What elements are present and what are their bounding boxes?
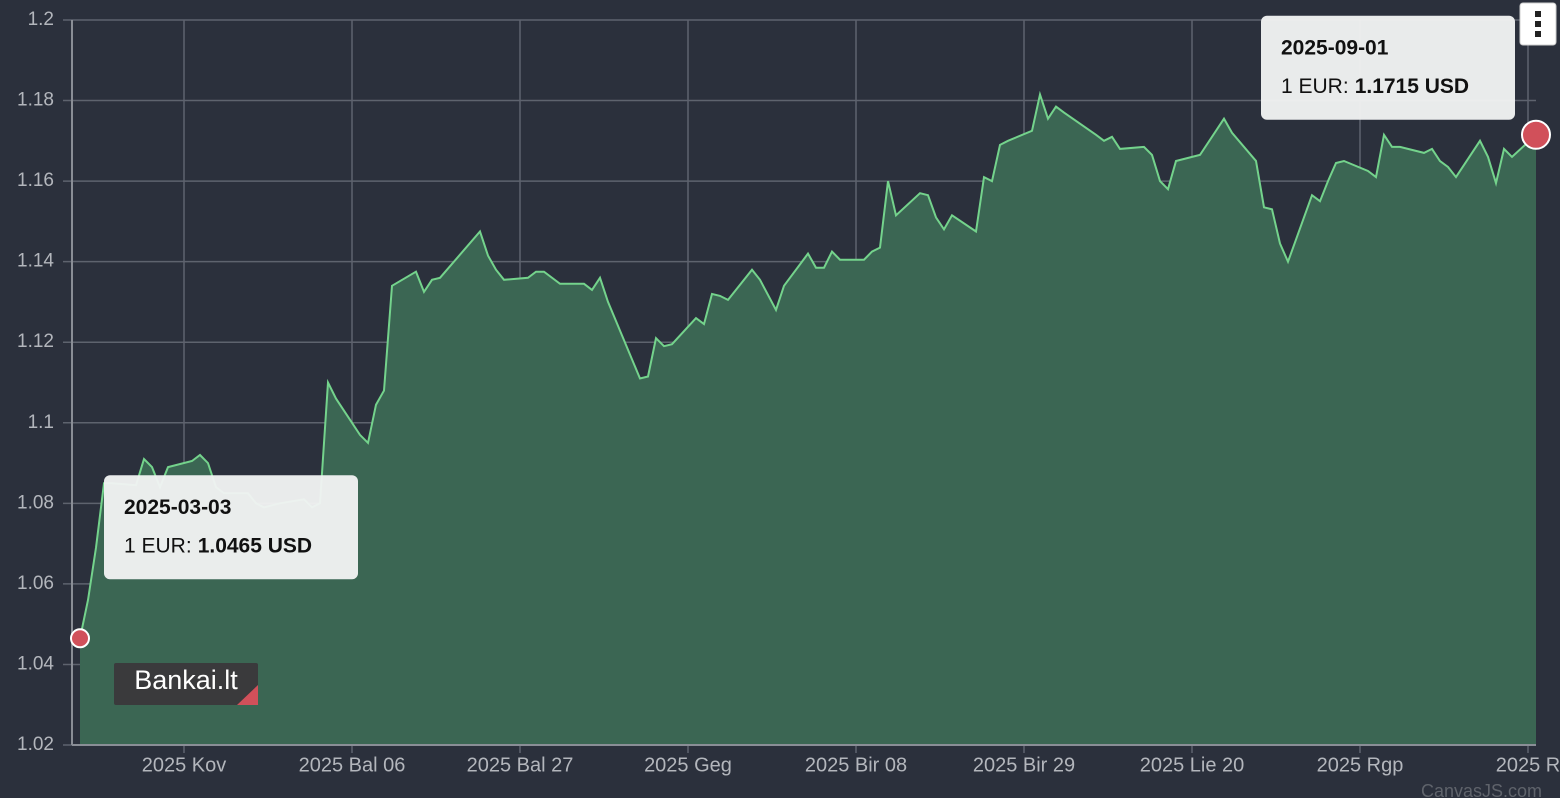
menu-button[interactable] bbox=[1519, 2, 1557, 46]
area bbox=[80, 94, 1536, 745]
point-marker bbox=[1521, 119, 1551, 150]
tooltip-date: 2025-03-03 bbox=[124, 496, 231, 519]
credit: CanvasJS.com bbox=[1421, 781, 1542, 798]
x-tick-label: 2025 Bir 08 bbox=[805, 754, 907, 776]
x-tick-label: 2025 Bal 27 bbox=[467, 754, 574, 776]
tooltip-body: 1 EUR: 1.0465 USD bbox=[124, 534, 312, 557]
menu-dot[interactable] bbox=[1535, 31, 1541, 37]
y-tick-label: 1.06 bbox=[17, 573, 54, 594]
y-tick-label: 1.08 bbox=[17, 492, 54, 513]
point-marker bbox=[70, 628, 90, 649]
menu-dot[interactable] bbox=[1535, 21, 1541, 27]
x-tick-label: 2025 Kov bbox=[142, 754, 227, 776]
watermark-box bbox=[114, 663, 258, 705]
tooltip-value: 1.0465 USD bbox=[198, 534, 312, 557]
tooltip-label: 1 EUR: bbox=[124, 534, 192, 557]
tooltip-value: 1.1715 USD bbox=[1355, 74, 1469, 97]
y-tick-label: 1.12 bbox=[17, 331, 54, 352]
x-tick-label: 2025 Bir 29 bbox=[973, 754, 1075, 776]
y-tick-label: 1.02 bbox=[17, 734, 54, 755]
x-tick-label: 2025 Geg bbox=[644, 754, 732, 776]
y-tick-label: 1.14 bbox=[17, 251, 54, 272]
tooltip-body: 1 EUR: 1.1715 USD bbox=[1281, 74, 1469, 97]
tooltip-box bbox=[1261, 15, 1515, 120]
watermark-corner bbox=[237, 685, 258, 705]
y-tick-label: 1.1 bbox=[28, 412, 54, 433]
y-tick-label: 1.18 bbox=[17, 90, 54, 111]
tooltip: 2025-09-01 1 EUR: 1.1715 USD bbox=[1261, 15, 1515, 120]
y-tick-label: 1.04 bbox=[17, 653, 54, 674]
menu-dot[interactable] bbox=[1535, 11, 1541, 17]
tooltip-date: 2025-09-01 bbox=[1281, 36, 1389, 59]
watermark: Bankai.lt bbox=[134, 665, 238, 695]
tooltip-label: 1 EUR: bbox=[1281, 74, 1349, 97]
tooltip: 2025-03-03 1 EUR: 1.0465 USD bbox=[104, 475, 358, 580]
y-tick-label: 1.2 bbox=[28, 9, 54, 30]
tooltip-box bbox=[104, 475, 358, 580]
x-tick-label: 2025 Lie 20 bbox=[1140, 754, 1245, 776]
x-tick-label: 2025 Bal 06 bbox=[299, 754, 406, 776]
x-tick-label: 2025 Rgp bbox=[1317, 754, 1404, 776]
x-tick-label: 2025 R bbox=[1496, 754, 1560, 776]
y-tick-label: 1.16 bbox=[17, 170, 54, 191]
